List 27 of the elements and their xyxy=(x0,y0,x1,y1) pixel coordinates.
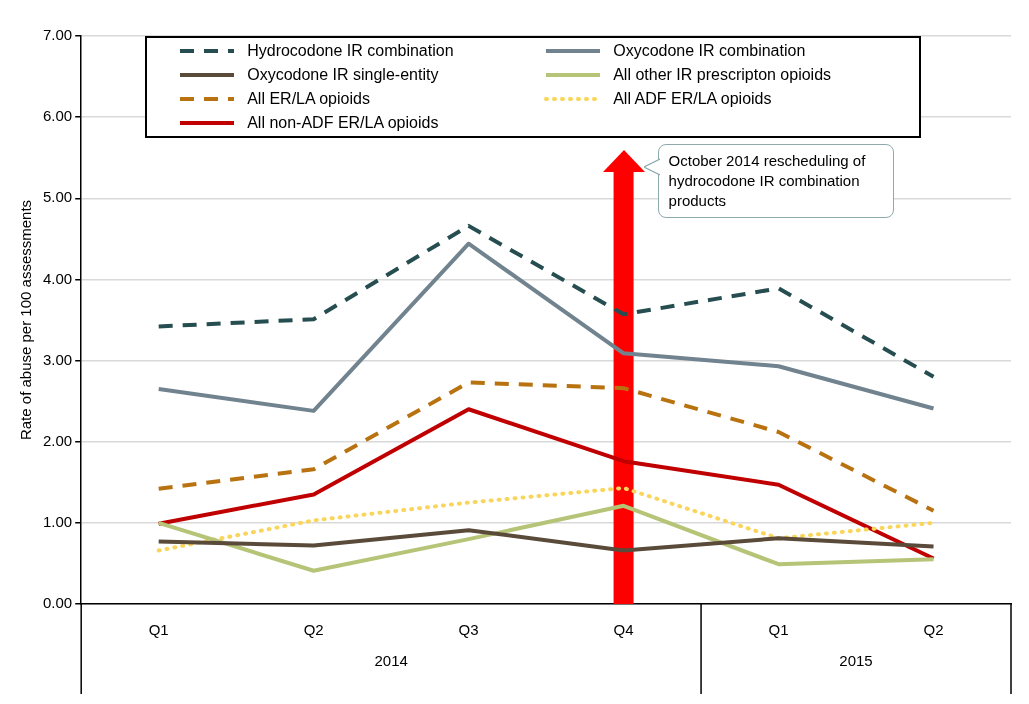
y-axis-title: Rate of abuse per 100 assessments xyxy=(17,199,35,441)
legend-label: Oxycodone IR single-entity xyxy=(247,66,439,84)
legend-label: All ADF ER/LA opioids xyxy=(613,90,772,108)
x-tick-label: Q3 xyxy=(458,621,479,639)
legend-label: All ER/LA opioids xyxy=(247,90,370,108)
x-tick-label: Q4 xyxy=(613,621,634,639)
legend-label: All other IR prescripton opioids xyxy=(613,66,832,84)
y-tick-label: 1.00 xyxy=(42,513,73,530)
x-tick-label: Q2 xyxy=(303,621,324,639)
line-series xyxy=(156,380,936,513)
y-tick-label: 4.00 xyxy=(42,269,73,287)
x-tick-label: Q1 xyxy=(148,621,169,639)
line-series xyxy=(156,223,936,379)
text: 2014 xyxy=(374,652,408,670)
x-tick-label: Q2 xyxy=(923,621,944,639)
y-tick-label: 7.00 xyxy=(42,26,73,44)
y-tick-label: 6.00 xyxy=(42,107,73,125)
y-tick-label: 5.00 xyxy=(42,188,73,206)
legend-label: All non-ADF ER/LA opioids xyxy=(247,114,439,132)
text: 2015 xyxy=(839,652,873,670)
legend-label: Oxycodone IR combination xyxy=(613,42,806,60)
y-tick-label: 2.00 xyxy=(42,431,73,449)
y-tick-label: 0.00 xyxy=(42,594,73,612)
legend-label: Hydrocodone IR combination xyxy=(247,42,454,60)
ref-line-label: October 2014 rescheduling of hydrocodone IR combination products xyxy=(668,151,866,209)
y-tick-label: 3.00 xyxy=(42,350,73,368)
x-tick-label: Q1 xyxy=(768,621,789,639)
